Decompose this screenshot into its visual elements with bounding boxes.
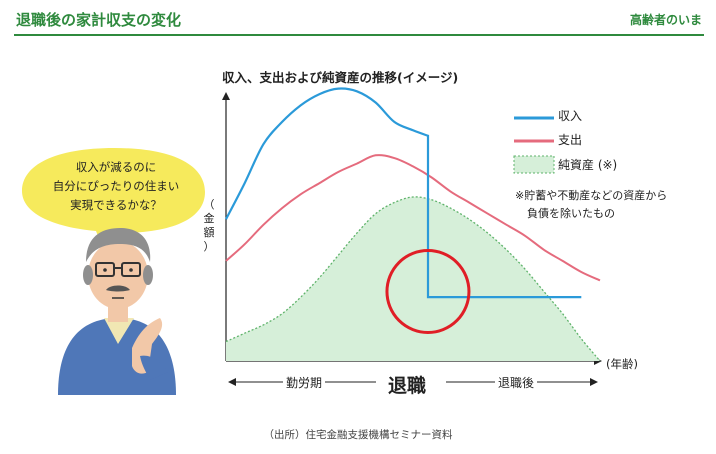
speech-bubble-line: 収入が減るのに	[75, 160, 157, 174]
phase-post-retirement-label: 退職後	[495, 374, 538, 391]
speech-bubble-text: 収入が減るのに 自分にぴったりの住まい 実現できるかな？	[36, 158, 196, 215]
series-net-assets-area	[226, 196, 600, 361]
speech-bubble-line: 実現できるかな？	[70, 198, 162, 212]
x-axis-label: (年齢)	[606, 357, 638, 371]
brand-label: 高齢者のいま	[629, 13, 702, 27]
legend-footnote: ※貯蓄や不動産などの資産から 負債を除いたもの	[515, 187, 667, 223]
legend-label-expenses: 支出	[558, 133, 583, 147]
elderly-man-illustration	[58, 228, 176, 395]
y-axis-label: （金額）	[201, 198, 217, 254]
series-expenses-line	[225, 154, 601, 282]
header-divider	[14, 34, 704, 36]
y-axis-label-char: 金	[203, 212, 215, 225]
legend-footnote-line: 負債を除いたもの	[527, 207, 615, 220]
legend-label-income: 収入	[558, 109, 583, 123]
page-title: 退職後の家計収支の変化	[16, 11, 182, 29]
phase-retirement-label: 退職	[384, 371, 431, 398]
phase-working-label: 勤労期	[283, 374, 326, 391]
source-note: （出所）住宅金融支援機構セミナー資料	[263, 429, 453, 441]
series-net-assets-edge	[225, 196, 601, 362]
retirement-highlight-circle	[385, 249, 471, 334]
speech-bubble	[22, 148, 205, 262]
y-axis-label-char: （	[203, 198, 215, 211]
series-income-line	[225, 87, 582, 299]
header: 退職後の家計収支の変化 高齢者のいま	[0, 0, 716, 38]
chart-title: 収入、支出および純資産の推移(イメージ)	[222, 70, 459, 85]
legend-footnote-line: ※貯蓄や不動産などの資産から	[515, 189, 668, 202]
legend-swatch-net-assets	[513, 155, 555, 174]
y-axis-label-char: 額	[203, 226, 215, 239]
y-axis-label-char: ）	[203, 240, 215, 253]
speech-bubble-line: 自分にぴったりの住まい	[52, 179, 180, 193]
legend-label-net-assets: 純資産 (※)	[558, 158, 618, 172]
